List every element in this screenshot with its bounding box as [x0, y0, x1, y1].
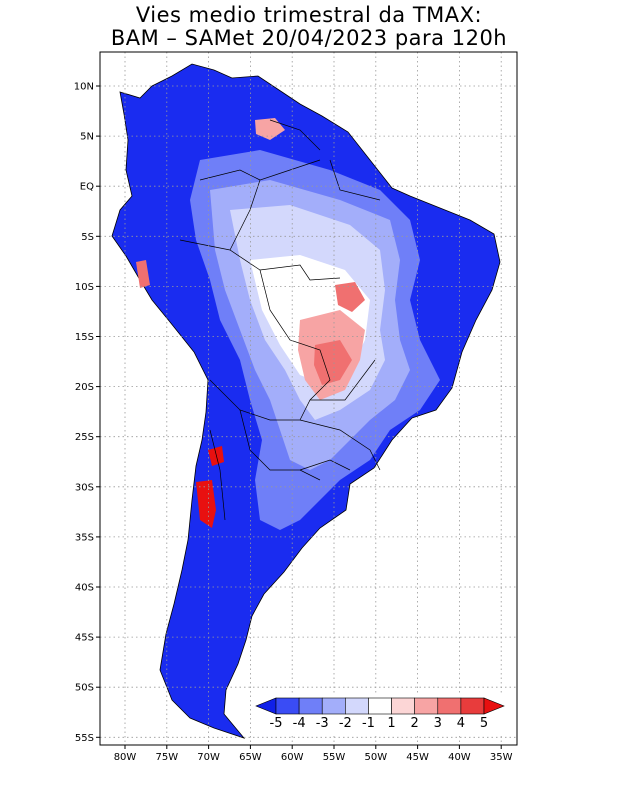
- colorbar-segment: [275, 697, 300, 715]
- lat-label: 5S: [81, 232, 94, 243]
- lat-label: 55S: [75, 733, 94, 744]
- lat-label: 30S: [75, 482, 94, 493]
- colorbar-segment: [368, 697, 392, 715]
- lat-label: 45S: [75, 633, 94, 644]
- colorbar-segment: [391, 697, 415, 715]
- bias-hotspot-north: [255, 118, 285, 140]
- lat-label: 35S: [75, 532, 94, 543]
- colorbar-segment: [437, 697, 462, 715]
- colorbar-segment: [321, 697, 346, 715]
- lon-label: 55W: [323, 752, 346, 763]
- lat-label: 50S: [75, 683, 94, 694]
- lon-label: 80W: [114, 752, 137, 763]
- lon-label: 50W: [364, 752, 387, 763]
- map-frame: [99, 51, 518, 746]
- colorbar-segment: [298, 697, 323, 715]
- bias-band-plus3: [314, 340, 352, 385]
- lat-label: 40S: [75, 583, 94, 594]
- latitude-labels: 10N 5N EQ 5S 10S 15S 20S 25S 30S 35S 40S 45S 50S 55S: [74, 82, 100, 744]
- bias-hotspot-peru: [136, 260, 150, 288]
- lat-label: 5N: [80, 132, 94, 143]
- lat-label: 25S: [75, 432, 94, 443]
- lon-label: 75W: [155, 752, 178, 763]
- lat-label: EQ: [80, 182, 94, 193]
- colorbar-label: 5: [480, 716, 488, 731]
- bias-hotspot-andes-north: [208, 446, 224, 466]
- lon-label: 40W: [448, 752, 471, 763]
- lon-label: 60W: [281, 752, 304, 763]
- colorbar-label: -5: [270, 716, 283, 731]
- lat-label: 10S: [75, 282, 94, 293]
- colorbar-label: -3: [316, 716, 329, 731]
- colorbar-label: -2: [339, 716, 352, 731]
- colorbar-segment: [414, 697, 439, 715]
- colorbar-arrow-high: [483, 697, 505, 715]
- bias-hotspot-central: [335, 282, 365, 312]
- colorbar-segment: [345, 697, 369, 715]
- map-title-line2: BAM – SAMet 20/04/2023 para 120h: [110, 26, 508, 50]
- colorbar: -5 -4 -3 -2 -1 1 2 3 4 5: [253, 694, 510, 736]
- lat-label: 15S: [75, 332, 94, 343]
- lon-label: 35W: [490, 752, 513, 763]
- bias-hotspot-andes: [196, 480, 216, 528]
- colorbar-label: 4: [457, 716, 465, 731]
- longitude-labels: 80W 75W 70W 65W 60W 55W 50W 45W 40W 35W: [114, 745, 513, 763]
- lon-label: 70W: [197, 752, 220, 763]
- colorbar-label: -1: [362, 716, 375, 731]
- lat-label: 20S: [75, 382, 94, 393]
- colorbar-segment: [460, 697, 485, 715]
- lat-label: 10N: [74, 82, 94, 93]
- colorbar-label: -4: [293, 716, 306, 731]
- country-borders: [179, 119, 381, 521]
- colorbar-label: 2: [411, 716, 419, 731]
- map-title-line1: Vies medio trimestral da TMAX:: [135, 3, 483, 27]
- colorbar-label: 3: [434, 716, 442, 731]
- lon-label: 65W: [239, 752, 262, 763]
- map-grid: [100, 52, 517, 745]
- lon-label: 45W: [406, 752, 429, 763]
- colorbar-label: 1: [387, 716, 395, 731]
